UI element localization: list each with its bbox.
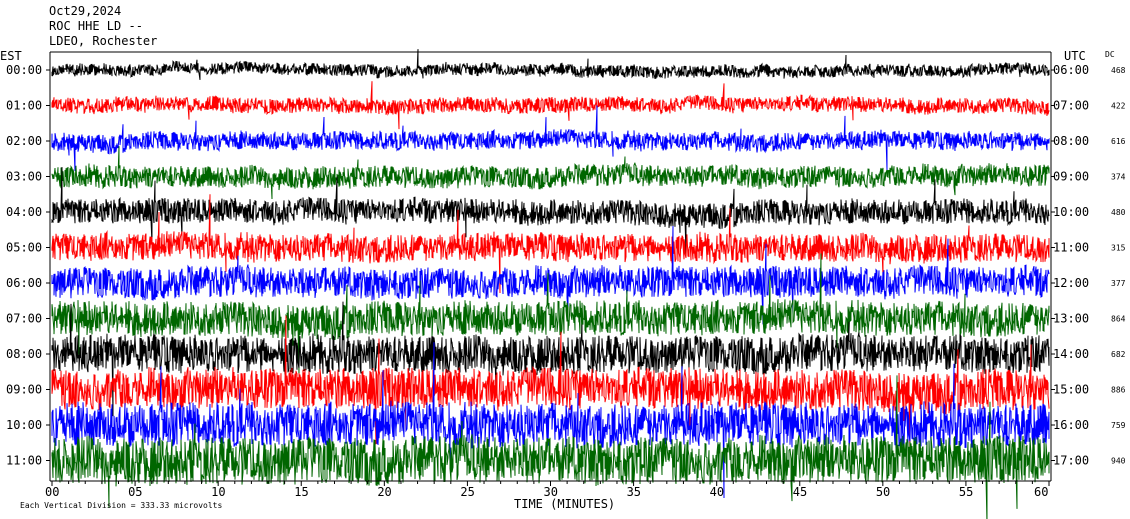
utc-label: 09:00 [1053, 170, 1089, 184]
trace-row-0200 [51, 105, 1050, 172]
dc-value: 315 [1111, 244, 1126, 253]
record-date: Oct29,2024 [49, 4, 122, 18]
utc-label: 16:00 [1053, 418, 1089, 432]
est-label: 01:00 [6, 99, 42, 113]
dc-value: 374 [1111, 173, 1126, 182]
est-label: 11:00 [6, 454, 42, 468]
utc-label: 06:00 [1053, 63, 1089, 77]
est-label: 03:00 [6, 170, 42, 184]
x-axis-label: TIME (MINUTES) [514, 497, 615, 511]
trace-row-0500 [51, 194, 1050, 294]
est-label: 06:00 [6, 276, 42, 290]
dc-value: 759 [1111, 421, 1126, 430]
x-tick-label: 30 [544, 485, 558, 499]
dc-value: 886 [1111, 386, 1126, 395]
trace-row-1100 [51, 375, 1050, 519]
trace-layer [51, 49, 1050, 519]
x-tick-label: 55 [959, 485, 973, 499]
utc-label: 14:00 [1053, 347, 1089, 361]
dc-value: 616 [1111, 137, 1126, 146]
station-channel: ROC HHE LD -- [49, 19, 143, 33]
x-tick-label: 25 [460, 485, 474, 499]
dc-value: 682 [1111, 350, 1126, 359]
x-tick-label: 20 [377, 485, 391, 499]
utc-label: 11:00 [1053, 241, 1089, 255]
dc-value: 864 [1111, 315, 1126, 324]
est-label: 00:00 [6, 63, 42, 77]
x-tick-label: 60 [1034, 485, 1048, 499]
utc-label: 17:00 [1053, 454, 1089, 468]
trace-row-0700 [51, 253, 1050, 376]
trace-row-0800 [51, 301, 1050, 417]
utc-hour-labels: 06:00 07:00 08:00 09:00 10:00 11:00 12:00 13:00… [1051, 63, 1089, 468]
dc-axis-label: DC [1105, 50, 1115, 59]
utc-label: 12:00 [1053, 276, 1089, 290]
est-hour-labels: 00:00 01:00 02:00 03:00 04:00 05:00 06:00 07:00… [6, 63, 50, 468]
dc-value: 377 [1111, 279, 1126, 288]
x-axis-ticks: 00 05 10 15 20 25 30 35 40 45 50 55 60 [45, 481, 1050, 499]
trace-row-1000 [51, 342, 1050, 499]
dc-offset-labels: 468 422 616 374 480 315 377 864 682 886 759 940 [1111, 66, 1126, 466]
est-label: 07:00 [6, 312, 42, 326]
utc-label: 07:00 [1053, 99, 1089, 113]
dc-value: 422 [1111, 102, 1126, 111]
est-label: 02:00 [6, 134, 42, 148]
x-tick-label: 00 [45, 485, 59, 499]
utc-axis-label: UTC [1064, 49, 1086, 63]
est-label: 08:00 [6, 347, 42, 361]
station-location: LDEO, Rochester [49, 34, 158, 48]
utc-label: 13:00 [1053, 312, 1089, 326]
trace-row-0100 [51, 81, 1050, 130]
x-tick-label: 05 [128, 485, 142, 499]
trace-row-0900 [51, 315, 1050, 457]
dc-value: 480 [1111, 208, 1126, 217]
dc-value: 468 [1111, 66, 1126, 75]
trace-row-0300 [51, 146, 1050, 200]
trace-row-0400 [51, 167, 1050, 254]
utc-label: 10:00 [1053, 205, 1089, 219]
trace-row-0000 [51, 49, 1050, 80]
dc-value: 940 [1111, 457, 1126, 466]
utc-label: 15:00 [1053, 383, 1089, 397]
est-axis-label: EST [0, 49, 22, 63]
x-tick-label: 35 [627, 485, 641, 499]
est-label: 05:00 [6, 241, 42, 255]
trace-row-0600 [51, 225, 1050, 325]
utc-label: 08:00 [1053, 134, 1089, 148]
est-label: 04:00 [6, 205, 42, 219]
x-tick-label: 45 [793, 485, 807, 499]
est-label: 09:00 [6, 383, 42, 397]
x-tick-label: 50 [876, 485, 890, 499]
x-tick-label: 10 [211, 485, 225, 499]
est-label: 10:00 [6, 418, 42, 432]
x-tick-label: 40 [710, 485, 724, 499]
scale-footnote: Each Vertical Division = 333.33 microvol… [20, 501, 222, 510]
x-tick-label: 15 [294, 485, 308, 499]
